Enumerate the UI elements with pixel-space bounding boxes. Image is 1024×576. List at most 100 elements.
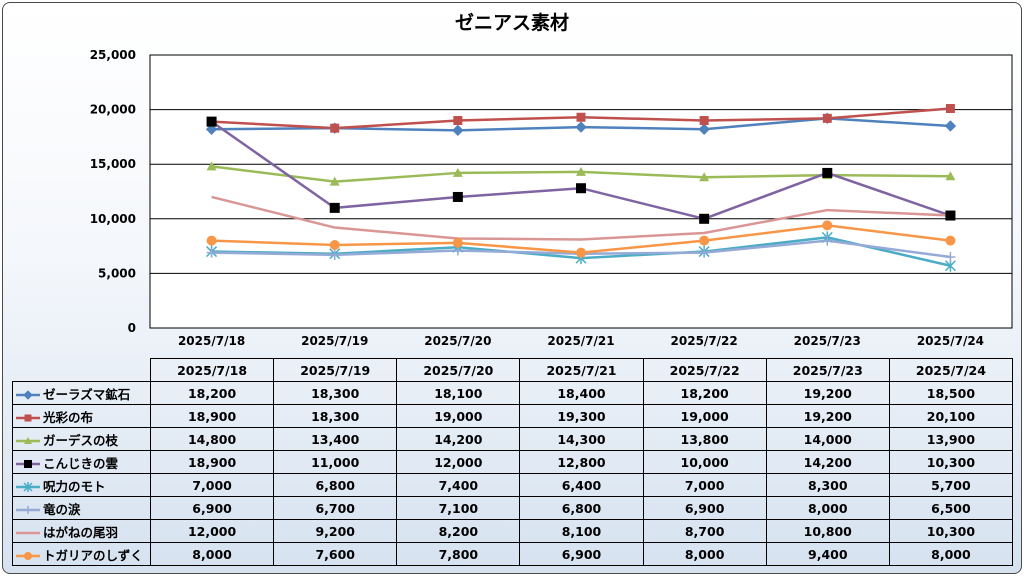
table-cell: 7,000 — [149, 473, 275, 497]
table-cell: 6,500 — [888, 496, 1013, 520]
series-name-cell: こんじきの雲 — [12, 450, 151, 474]
data-point — [205, 123, 218, 135]
table-cell: 14,300 — [519, 427, 644, 451]
data-point — [452, 124, 464, 137]
table-cell: 8,100 — [519, 519, 644, 543]
data-point — [576, 247, 586, 258]
series-name: こんじきの雲 — [43, 455, 119, 471]
table-cell: 14,200 — [765, 450, 890, 474]
table-column-header: 2025/7/20 — [396, 358, 521, 382]
table-row: ゼーラズマ鉱石 18,200 18,300 18,100 18,400 18,200 19,… — [12, 381, 1013, 405]
gridlines — [149, 54, 1013, 329]
table-cell: 18,100 — [396, 381, 521, 405]
table-row: はがねの尾羽 12,000 9,200 8,200 8,100 8,700 10,800 10… — [12, 519, 1013, 543]
table-cell: 13,900 — [888, 427, 1013, 451]
table-cell: 6,700 — [273, 496, 398, 520]
table-cell: 10,300 — [888, 450, 1013, 474]
table-cell: 19,000 — [642, 404, 767, 428]
table-cell: 10,800 — [765, 519, 890, 543]
table-cell: 6,400 — [519, 473, 644, 497]
data-table: 2025/7/18 2025/7/19 2025/7/20 2025/7/21 2025… — [12, 358, 1013, 566]
data-point — [329, 249, 340, 260]
y-tick-label: 0 — [128, 321, 136, 335]
data-point — [699, 116, 709, 126]
series-name: 竜の涙 — [43, 501, 81, 517]
table-cell: 6,900 — [519, 542, 644, 566]
data-point — [822, 235, 833, 246]
table-cell: 5,700 — [888, 473, 1013, 497]
table-cell: 11,000 — [273, 450, 398, 474]
table-cell: 9,200 — [273, 519, 398, 543]
y-axis-ticks: 0 5,000 10,000 15,000 20,000 25,000 — [90, 48, 136, 335]
table-header-row: 2025/7/18 2025/7/19 2025/7/20 2025/7/21 2025… — [12, 358, 1013, 382]
legend-key — [16, 460, 40, 468]
table-cell: 18,200 — [642, 381, 767, 405]
x-tick-label: 2025/7/24 — [917, 334, 984, 348]
data-point — [699, 235, 710, 246]
legend-key — [16, 531, 40, 535]
table-cell: 18,300 — [273, 381, 398, 405]
data-point — [452, 167, 463, 177]
table-cell: 18,400 — [519, 381, 644, 405]
x-tick-label: 2025/7/20 — [424, 334, 491, 348]
data-point — [206, 116, 217, 127]
table-cell: 9,400 — [765, 542, 890, 566]
table-cell: 20,100 — [888, 404, 1013, 428]
table-cell: 8,000 — [149, 542, 275, 566]
table-cell: 10,000 — [642, 450, 767, 474]
table-cell: 6,900 — [642, 496, 767, 520]
table-cell: 8,000 — [642, 542, 767, 566]
series-name: 呪力のモト — [43, 478, 106, 494]
table-cell: 19,300 — [519, 404, 644, 428]
data-point — [24, 437, 32, 444]
table-cell: 7,100 — [396, 496, 521, 520]
data-point — [329, 202, 340, 213]
series-name-cell: 呪力のモト — [12, 473, 151, 497]
y-tick-label: 25,000 — [90, 48, 136, 62]
table-column-header: 2025/7/24 — [888, 358, 1013, 382]
table-column-header: 2025/7/18 — [149, 358, 275, 382]
data-point — [24, 506, 32, 514]
table-cell: 14,000 — [765, 427, 890, 451]
data-point — [822, 113, 832, 123]
table-row: こんじきの雲 18,900 11,000 12,000 12,800 10,000 14,2… — [12, 450, 1013, 474]
table-cell: 12,800 — [519, 450, 644, 474]
table-cell: 19,000 — [396, 404, 521, 428]
series-name-cell: ガーデスの枝 — [12, 427, 151, 451]
table-cell: 8,300 — [765, 473, 890, 497]
table-cell: 18,200 — [149, 381, 275, 405]
series-line — [211, 195, 951, 241]
data-point — [945, 104, 955, 114]
data-point — [822, 167, 833, 178]
data-point — [698, 123, 710, 135]
series-name-cell: ゼーラズマ鉱石 — [12, 381, 151, 405]
table-cell: 7,800 — [396, 542, 521, 566]
table-cell: 7,400 — [396, 473, 521, 497]
data-point — [945, 171, 956, 181]
data-point — [24, 552, 32, 560]
data-point — [945, 210, 956, 221]
series-name-cell: トガリアのしずく — [12, 542, 151, 566]
x-tick-label: 2025/7/19 — [301, 334, 368, 348]
series-name-cell: 光彩の布 — [12, 404, 151, 428]
table-cell: 12,000 — [149, 519, 275, 543]
y-tick-label: 20,000 — [90, 103, 136, 117]
data-point — [576, 112, 586, 122]
x-tick-label: 2025/7/21 — [547, 334, 614, 348]
series-name: ゼーラズマ鉱石 — [43, 386, 131, 402]
y-tick-label: 15,000 — [90, 157, 136, 171]
series-name: はがねの尾羽 — [43, 524, 119, 540]
data-point — [453, 116, 463, 126]
series-name-cell: 竜の涙 — [12, 496, 151, 520]
table-cell: 19,200 — [765, 381, 890, 405]
table-cell: 18,900 — [149, 450, 275, 474]
table-cell: 19,200 — [765, 404, 890, 428]
data-point — [330, 123, 340, 133]
table-row: ガーデスの枝 14,800 13,400 14,200 14,300 13,800 14,0… — [12, 427, 1013, 451]
data-point — [945, 252, 956, 263]
x-tick-label: 2025/7/18 — [178, 334, 245, 348]
data-point — [206, 235, 217, 246]
table-cell: 6,900 — [149, 496, 275, 520]
table-column-header: 2025/7/23 — [765, 358, 890, 382]
